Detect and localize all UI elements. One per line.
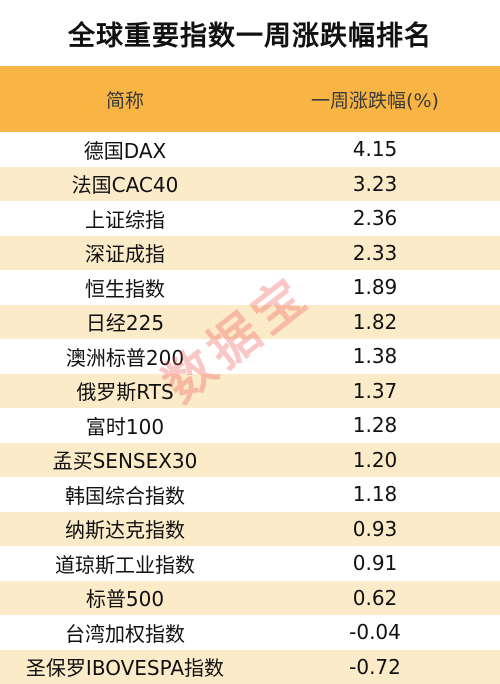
table-row: 法国CAC40 3.23 xyxy=(0,166,500,201)
index-name: 德国DAX xyxy=(83,138,167,163)
ranking-table: 简称 一周涨跌幅(%) 德国DAX 4.15 法国CAC40 3.23 上证综指 2.36… xyxy=(0,66,500,684)
table-row: 恒生指数 1.89 xyxy=(0,270,500,305)
index-name: 韩国综合指数 xyxy=(65,483,185,508)
table-row: 深证成指 2.33 xyxy=(0,235,500,270)
index-name: 恒生指数 xyxy=(85,276,165,301)
table-row: 台湾加权指数 -0.04 xyxy=(0,615,500,650)
weekly-change: 4.15 xyxy=(352,137,398,162)
table-row: 韩国综合指数 1.18 xyxy=(0,477,500,512)
page-title: 全球重要指数一周涨跌幅排名 xyxy=(68,20,432,52)
index-name: 孟买SENSEX30 xyxy=(52,449,198,474)
index-name: 富时100 xyxy=(85,414,165,439)
weekly-change: 2.33 xyxy=(352,240,398,265)
table-row: 德国DAX 4.15 xyxy=(0,132,500,167)
weekly-change: -0.04 xyxy=(349,620,401,645)
weekly-change: 1.82 xyxy=(352,309,398,334)
index-name: 标普500 xyxy=(85,587,165,612)
index-name: 上证综指 xyxy=(85,207,165,232)
header-row: 简称 一周涨跌幅(%) xyxy=(0,66,500,132)
table-row: 道琼斯工业指数 0.91 xyxy=(0,546,500,581)
header-name: 简称 xyxy=(105,89,144,112)
index-name: 深证成指 xyxy=(85,242,165,267)
index-name: 道琼斯工业指数 xyxy=(55,552,195,577)
weekly-change: 1.18 xyxy=(352,482,398,507)
index-name: 日经225 xyxy=(85,311,165,336)
index-name: 澳洲标普200 xyxy=(65,345,185,370)
table-row: 日经225 1.82 xyxy=(0,304,500,339)
index-name: 台湾加权指数 xyxy=(65,621,185,646)
weekly-change: 3.23 xyxy=(352,171,398,196)
table-header: 简称 一周涨跌幅(%) xyxy=(0,66,500,132)
table-row: 纳斯达克指数 0.93 xyxy=(0,511,500,546)
weekly-change: 0.91 xyxy=(352,551,398,576)
weekly-change: 1.28 xyxy=(352,413,398,438)
index-name: 俄罗斯RTS xyxy=(76,380,174,405)
table-row: 标普500 0.62 xyxy=(0,580,500,615)
weekly-change: 1.20 xyxy=(352,447,398,472)
table-row: 孟买SENSEX30 1.20 xyxy=(0,442,500,477)
table-row: 富时100 1.28 xyxy=(0,408,500,443)
weekly-change: 0.62 xyxy=(352,585,398,610)
header-change: 一周涨跌幅(%) xyxy=(311,89,439,112)
index-name: 法国CAC40 xyxy=(71,173,179,198)
index-name: 纳斯达克指数 xyxy=(65,518,185,543)
table-row: 俄罗斯RTS 1.37 xyxy=(0,373,500,408)
index-name: 圣保罗IBOVESPA指数 xyxy=(25,656,225,681)
weekly-change: 1.37 xyxy=(352,378,398,403)
table-row: 上证综指 2.36 xyxy=(0,201,500,236)
weekly-change: 2.36 xyxy=(352,206,398,231)
table-row: 圣保罗IBOVESPA指数 -0.72 xyxy=(0,649,500,684)
table-body: 德国DAX 4.15 法国CAC40 3.23 上证综指 2.36 深证成指 2.33 恒生指数… xyxy=(0,132,500,684)
table-row: 澳洲标普200 1.38 xyxy=(0,339,500,374)
weekly-change: 1.89 xyxy=(352,275,398,300)
weekly-change: -0.72 xyxy=(349,654,401,679)
weekly-change: 0.93 xyxy=(352,516,398,541)
weekly-change: 1.38 xyxy=(352,344,398,369)
